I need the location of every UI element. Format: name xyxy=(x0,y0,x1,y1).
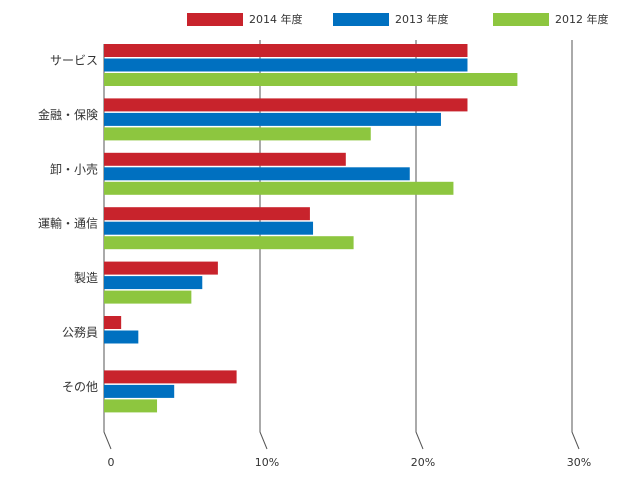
bar-0-0 xyxy=(104,44,468,57)
bar-3-2 xyxy=(104,236,354,250)
x-tick-label-0: 0 xyxy=(108,456,115,469)
category-label-2: 卸・小売 xyxy=(50,161,98,176)
gridline-2 xyxy=(415,40,424,450)
bar-1-0 xyxy=(104,98,468,112)
category-label-3: 運輸・通信 xyxy=(38,216,98,231)
x-tick-labels: 0 10% 20% 30% xyxy=(108,456,592,469)
legend-label-0: 2014 年度 xyxy=(249,12,303,26)
bars-group xyxy=(104,44,518,413)
legend-swatch-1 xyxy=(333,13,389,26)
bar-5-1 xyxy=(104,330,139,344)
bar-1-2 xyxy=(104,127,371,141)
x-tick-label-2: 20% xyxy=(411,456,435,469)
legend: 2014 年度 2013 年度 2012 年度 xyxy=(187,12,609,26)
category-label-1: 金融・保険 xyxy=(38,107,98,122)
bar-2-2 xyxy=(104,181,454,195)
bar-5-0 xyxy=(104,316,122,329)
x-tick-label-1: 10% xyxy=(255,456,279,469)
category-label-5: 公務員 xyxy=(62,326,98,340)
bar-2-0 xyxy=(104,152,346,166)
bar-6-0 xyxy=(104,370,237,384)
legend-swatch-2 xyxy=(493,13,549,26)
x-tick-label-3: 30% xyxy=(567,456,591,469)
bar-3-1 xyxy=(104,221,314,235)
bar-3-0 xyxy=(104,207,310,221)
bar-2-1 xyxy=(104,167,410,181)
bar-1-1 xyxy=(104,112,441,126)
gridline-3 xyxy=(571,40,580,450)
legend-label-2: 2012 年度 xyxy=(555,12,609,26)
category-label-0: サービス xyxy=(50,54,98,68)
category-label-6: その他 xyxy=(62,380,98,394)
bar-4-2 xyxy=(104,290,192,304)
bar-0-2 xyxy=(104,73,518,86)
bar-4-1 xyxy=(104,276,203,290)
bar-6-1 xyxy=(104,384,175,398)
bar-0-1 xyxy=(104,58,468,72)
bar-4-0 xyxy=(104,261,218,275)
legend-swatch-0 xyxy=(187,13,243,26)
bar-6-2 xyxy=(104,399,158,413)
legend-label-1: 2013 年度 xyxy=(395,12,449,26)
category-label-4: 製造 xyxy=(74,271,98,285)
